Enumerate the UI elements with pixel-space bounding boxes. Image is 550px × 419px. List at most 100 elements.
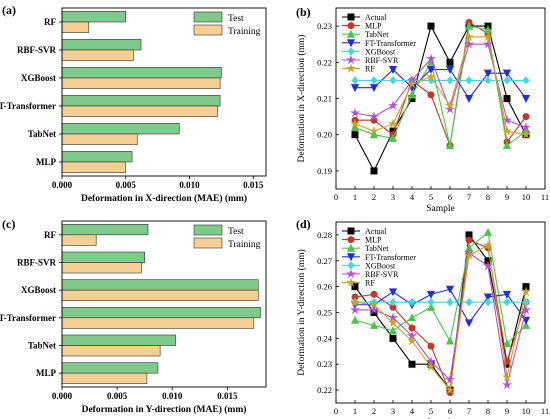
point-b-xgboost-6	[446, 76, 454, 85]
point-b-xgboost-2	[370, 76, 378, 85]
point-d-tabnet-10	[521, 320, 531, 329]
legend-marker-b-rf	[345, 63, 357, 73]
legend-label-c-test: Test	[228, 227, 244, 237]
bar-c-tabnet-test	[61, 334, 176, 346]
bar-a-tabnet-training	[61, 133, 138, 145]
bar-c-ft-transformer-test	[61, 307, 261, 319]
ytick-label-d-3: 0.25	[317, 308, 332, 318]
bar-c-xgboost-training	[61, 289, 259, 301]
ytick-label-d-4: 0.26	[317, 282, 332, 292]
point-b-xgboost-7	[465, 76, 473, 85]
legend-marker-d-tabnet	[346, 243, 356, 252]
xtick-label-b-1: 1	[353, 192, 357, 202]
ytick-label-a-mlp: MLP	[36, 157, 56, 167]
legend-marker-d-xgboost	[347, 261, 355, 270]
legend-label-d-tabnet: TabNet	[365, 244, 389, 253]
series-line-b-rf	[354, 36, 527, 136]
bar-c-mlp-test	[61, 362, 159, 374]
point-d-ft-transformer-8	[483, 293, 493, 302]
series-line-b-actual	[354, 24, 527, 173]
xtick-label-d-3: 3	[391, 406, 395, 416]
legend-label-b-xgboost: XGBoost	[365, 47, 396, 56]
bar-c-mlp-training	[61, 372, 148, 384]
point-d-ft-transformer-5	[426, 290, 436, 299]
point-d-tabnet-2	[369, 320, 379, 329]
point-d-mlp-7	[465, 236, 473, 244]
point-d-mlp-2	[370, 290, 378, 298]
bar-a-ft-transformer-test	[61, 95, 221, 107]
panel-b-line-chart: 0 1 2 3 4 5 6 7 8 9 10 11 0.19 0.20 0.21 0.22 0.23 Sample…	[296, 5, 549, 214]
ytick-label-b-3: 0.22	[317, 57, 332, 67]
legend-label-b-actual: Actual	[365, 13, 387, 22]
point-d-rf-8	[482, 239, 494, 250]
point-d-ft-transformer-7	[464, 319, 474, 328]
xtick-label-b-4: 4	[410, 192, 415, 202]
ytick-label-a-tabnet: TabNet	[28, 129, 56, 139]
point-b-tabnet-9	[502, 141, 512, 150]
point-b-tabnet-3	[388, 133, 398, 142]
bar-a-mlp-test	[61, 151, 133, 163]
bar-c-ft-transformer-training	[61, 317, 255, 329]
legend-label-d-ft-transformer: FT-Transformer	[365, 253, 416, 262]
point-b-mlp-10	[522, 113, 530, 121]
point-d-ft-transformer-9	[502, 290, 512, 299]
point-d-xgboost-8	[484, 297, 492, 307]
point-d-rf-9	[501, 371, 513, 382]
point-b-rf-2	[368, 125, 380, 136]
xlabel-a: Deformation in X-direction (MAE) (mm)	[81, 193, 247, 204]
bar-a-xgboost-test	[61, 67, 222, 79]
point-b-tabnet-6	[445, 141, 455, 150]
ytick-label-c-ft-transformer: FT-Transformer	[0, 313, 56, 323]
legend-marker-d-actual	[347, 227, 355, 235]
point-d-tabnet-9	[502, 339, 512, 348]
ytick-label-a-ft-transformer: FT-Transformer	[0, 101, 56, 111]
bar-c-rf-training	[61, 234, 97, 246]
panel-label-c: (c)	[2, 217, 15, 231]
xtick-label-b-9: 9	[505, 192, 509, 202]
xtick-label-c-0: 0.000	[52, 391, 73, 401]
point-d-xgboost-7	[465, 297, 473, 307]
ytick-label-d-0: 0.22	[317, 385, 332, 395]
point-d-rf-10	[520, 286, 532, 297]
point-b-rbf-svr-8	[482, 38, 494, 49]
point-b-rbf-svr-3	[387, 100, 399, 111]
point-d-ft-transformer-6	[445, 285, 455, 294]
point-b-ft-transformer-5	[426, 66, 436, 74]
xtick-label-a-1: 0.005	[116, 180, 137, 190]
xtick-label-d-0: 0	[334, 406, 338, 416]
bar-a-rf-test	[61, 11, 127, 23]
ytick-label-c-rf: RF	[44, 230, 56, 240]
series-line-d-ft-transformer	[355, 288, 527, 324]
xtick-label-c-2: 0.010	[162, 391, 183, 401]
point-b-rbf-svr-7	[463, 38, 475, 49]
legend-label-d-rbf-svr: RBF-SVR	[365, 270, 399, 279]
point-b-rbf-svr-1	[349, 107, 361, 118]
bar-c-tabnet-training	[61, 345, 161, 357]
point-b-xgboost-3	[389, 76, 397, 85]
bar-c-rbf-svr-test	[61, 251, 146, 263]
xtick-label-d-6: 6	[448, 406, 452, 416]
point-d-rf-2	[368, 299, 380, 310]
point-d-rbf-svr-9	[501, 379, 513, 390]
xtick-label-b-0: 0	[334, 192, 338, 202]
point-b-rf-4	[406, 78, 418, 89]
series-line-d-mlp	[354, 239, 527, 395]
legend-marker-d-ft-transformer	[346, 253, 356, 262]
xtick-label-b-3: 3	[391, 192, 395, 202]
bar-a-ft-transformer-training	[61, 105, 218, 117]
panel-d-line-chart: 0 1 2 3 4 5 6 7 8 9 10 11 0.22 0.23 0.24 0.25 0.26 0.27 0.…	[296, 217, 549, 419]
ytick-label-c-xgboost: XGBoost	[21, 285, 56, 295]
xtick-label-b-11: 11	[541, 192, 549, 202]
point-b-tabnet-2	[369, 130, 379, 139]
point-b-rbf-svr-6	[444, 104, 456, 114]
xtick-label-d-11: 11	[541, 406, 549, 416]
point-b-rbf-svr-2	[368, 111, 380, 121]
point-b-xgboost-8	[484, 76, 492, 85]
point-b-rf-6	[444, 100, 456, 111]
panel-label-b: (b)	[296, 5, 311, 19]
panel-a-bar-chart: RF RBF-SVR XGBoost FT-Transformer TabNet MLP 0…	[0, 3, 267, 204]
legend-marker-d-rf	[345, 277, 357, 287]
point-b-rf-10	[520, 129, 532, 140]
point-b-rf-3	[387, 118, 399, 129]
legend-label-a-test: Test	[228, 14, 244, 24]
